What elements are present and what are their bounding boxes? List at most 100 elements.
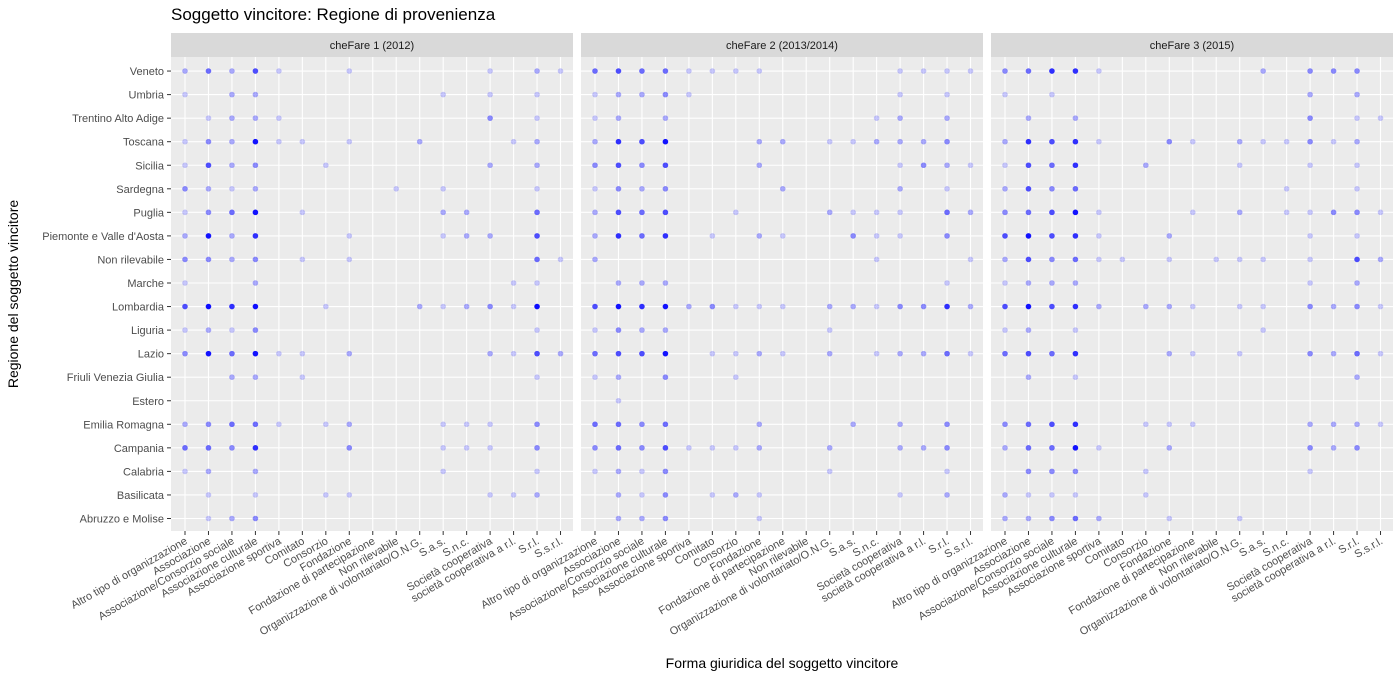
data-point [897,91,903,98]
data-point [1002,91,1008,98]
y-tick-label: Umbria [129,90,165,102]
data-point [487,445,493,451]
data-point [1072,186,1079,192]
data-point [639,515,645,522]
data-point [1260,68,1266,74]
data-point [252,492,259,498]
data-point [639,445,645,451]
data-point [205,138,212,145]
data-point [1049,186,1055,192]
data-point [1025,327,1032,333]
data-point [1330,350,1337,357]
data-point [662,492,669,498]
data-point [615,468,622,475]
data-point [1307,138,1313,145]
data-point [1330,138,1337,145]
data-point [1096,68,1102,74]
data-point [440,209,446,216]
data-point [1002,186,1008,192]
data-point [920,68,927,74]
data-point [1166,515,1173,522]
data-point [1354,162,1360,169]
data-point [252,280,259,286]
data-point [205,421,212,428]
data-point [920,350,927,357]
data-point [1307,209,1313,216]
data-point [323,492,329,498]
data-point [944,68,950,74]
data-point [756,303,763,310]
data-point [205,303,212,310]
data-point [1260,327,1266,333]
data-point [662,350,669,357]
y-tick-label: Trentino Alto Adige [72,113,164,125]
data-point [1166,233,1173,239]
data-point [252,515,259,522]
data-point [1072,515,1079,522]
data-point [252,468,259,475]
data-point [592,186,598,192]
data-point [1072,138,1079,145]
data-point [1354,186,1360,192]
data-point [1002,68,1008,74]
data-point [639,138,645,145]
data-point [592,421,598,428]
data-point [592,115,598,121]
data-point [662,138,669,145]
data-point [299,350,306,357]
data-point [1260,303,1266,310]
data-point [463,233,470,239]
data-point [1072,374,1079,381]
data-point [1025,445,1032,451]
data-point [1330,445,1337,451]
y-tick-label: Sardegna [116,184,165,196]
data-point [615,374,622,381]
data-point [510,492,517,498]
data-point [592,256,598,263]
facet-strip-label: cheFare 3 (2015) [1150,40,1234,52]
data-point [1354,68,1360,74]
data-point [463,303,470,310]
data-point [1377,256,1384,263]
data-point [967,256,974,263]
facet-strip-label: cheFare 2 (2013/2014) [726,40,838,52]
data-point [873,256,880,263]
data-point [967,209,974,216]
data-point [557,256,564,263]
data-point [1330,421,1337,428]
data-point [1049,350,1055,357]
y-tick-label: Abruzzo e Molise [80,514,164,526]
data-point [1025,421,1032,428]
data-point [1307,421,1313,428]
y-tick-label: Calabria [123,466,165,478]
data-point [944,445,950,451]
data-point [1025,233,1032,239]
data-point [252,186,259,192]
data-point [944,91,950,98]
data-point [1354,115,1360,121]
data-point [733,445,739,451]
data-point [639,91,645,98]
data-point [897,209,903,216]
data-point [779,138,786,145]
data-point [182,209,188,216]
data-point [1354,445,1360,451]
data-point [229,209,235,216]
data-point [1307,115,1313,121]
data-point [299,256,306,263]
data-point [873,350,880,357]
data-point [1072,350,1079,357]
data-point [615,186,622,192]
data-point [1002,445,1008,451]
data-point [733,350,739,357]
data-point [756,515,763,522]
data-point [463,445,470,451]
data-point [229,256,235,263]
data-point [440,468,446,475]
data-point [534,374,540,381]
data-point [592,209,598,216]
data-point [487,303,493,310]
data-point [229,327,235,333]
data-point [1072,468,1079,475]
data-point [1189,421,1196,428]
